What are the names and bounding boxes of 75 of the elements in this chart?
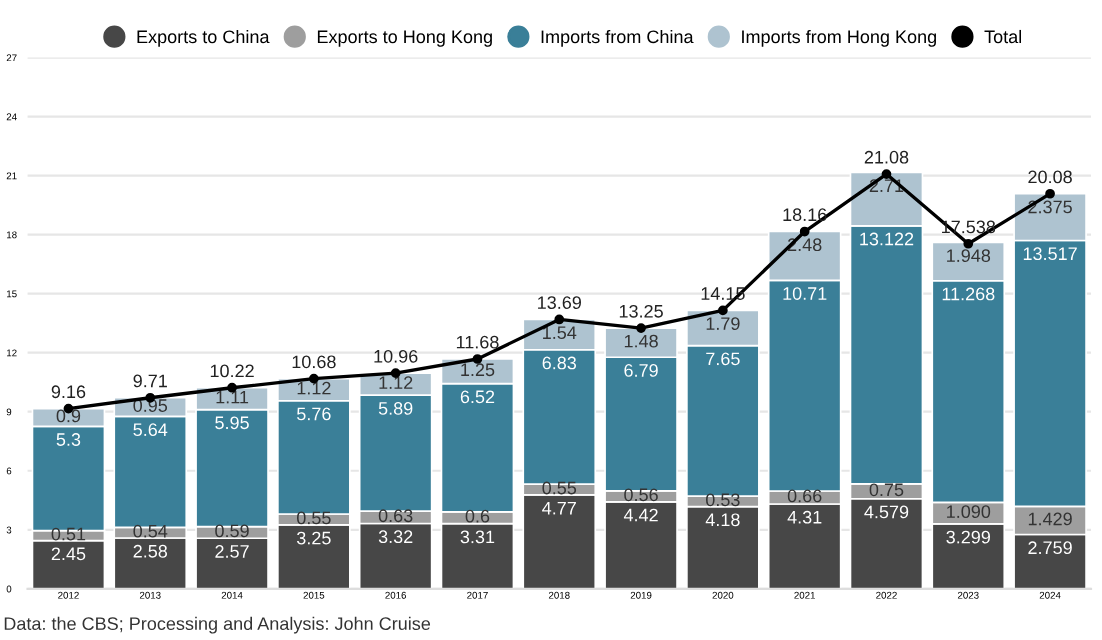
data-label: 21.08 — [864, 150, 909, 164]
data-label: 1.090 — [947, 505, 991, 519]
data-label: 4.77 — [542, 501, 576, 515]
data-label: 3.25 — [296, 531, 331, 545]
data-label: 0.55 — [542, 481, 577, 495]
data-label: 5.76 — [297, 407, 331, 421]
data-label: 5.89 — [378, 402, 413, 415]
data-label: 4.31 — [787, 510, 822, 524]
point — [881, 169, 892, 179]
legend-label: Total — [984, 29, 1022, 44]
data-label: 6.83 — [542, 356, 577, 370]
data-label: 9.16 — [51, 385, 86, 399]
point — [1045, 188, 1055, 199]
data-label: 1.12 — [379, 376, 413, 389]
data-label: 0.75 — [869, 483, 904, 497]
data-label: 6.52 — [460, 390, 495, 404]
data-label: 1.54 — [543, 326, 577, 340]
data-label: 13.517 — [1023, 247, 1077, 261]
data-label: 2.58 — [133, 544, 168, 558]
data-label: 0.9 — [56, 409, 81, 423]
point — [799, 226, 810, 237]
legend-label: Imports from Hong Kong — [742, 29, 936, 47]
data-label: 1.429 — [1028, 512, 1072, 526]
data-label: 1.79 — [706, 317, 740, 331]
data-label: 5.64 — [133, 423, 168, 437]
point — [554, 314, 565, 325]
point — [472, 354, 483, 364]
data-label: 10.96 — [374, 349, 418, 363]
data-label: 3.299 — [946, 530, 991, 544]
data-label: 3.31 — [460, 530, 495, 544]
legend-label: Imports from China — [541, 29, 694, 47]
data-label: 7.65 — [706, 352, 740, 366]
data-label: 0.6 — [465, 509, 490, 523]
text: Data: the CBS; Processing and Analysis: John Cruise — [4, 616, 431, 634]
data-label: 0.54 — [133, 524, 168, 538]
data-label: 0.55 — [296, 511, 331, 525]
data-label: 6.79 — [624, 364, 658, 377]
data-label: 10.71 — [783, 287, 827, 300]
data-label: 20.08 — [1028, 170, 1072, 184]
data-label: 10.22 — [210, 364, 254, 378]
data-label: 11.68 — [456, 335, 499, 349]
data-label: 2.45 — [51, 547, 86, 561]
point — [963, 238, 974, 249]
data-label: 4.579 — [864, 505, 909, 519]
data-label: 13.25 — [619, 304, 663, 318]
data-label: 13.122 — [860, 232, 914, 246]
data-label: 2.375 — [1028, 200, 1072, 214]
point — [718, 305, 728, 316]
point — [636, 323, 646, 333]
data-label: 5.3 — [56, 433, 81, 446]
data-label: 9.71 — [133, 374, 167, 388]
data-label: 3.32 — [378, 530, 413, 544]
legend-label: Exports to Hong Kong — [317, 30, 492, 47]
data-label: 0.56 — [624, 488, 658, 502]
data-label: 1.948 — [947, 249, 991, 263]
data-label: 0.53 — [706, 493, 740, 507]
data-label: 0.59 — [215, 524, 249, 538]
data-label: 1.48 — [624, 334, 658, 348]
data-label: 5.95 — [215, 416, 249, 430]
data-label: 11.268 — [942, 287, 995, 301]
bar — [686, 505, 760, 589]
data-label: 4.18 — [705, 513, 740, 527]
data-label: 4.42 — [623, 508, 658, 522]
data-label: 0.66 — [787, 489, 822, 503]
data-label: 2.759 — [1028, 541, 1072, 555]
data-label: 1.12 — [297, 381, 331, 395]
legend-label: Exports to China — [137, 29, 270, 47]
data-label: 0.63 — [378, 509, 413, 523]
bar — [31, 539, 106, 589]
data-label: 18.16 — [783, 208, 827, 222]
data-label: 2.57 — [215, 545, 249, 558]
data-label: 1.11 — [216, 390, 249, 404]
data-label: 1.25 — [461, 363, 495, 377]
data-label: 13.69 — [538, 296, 581, 310]
data-label: 10.68 — [292, 355, 336, 369]
